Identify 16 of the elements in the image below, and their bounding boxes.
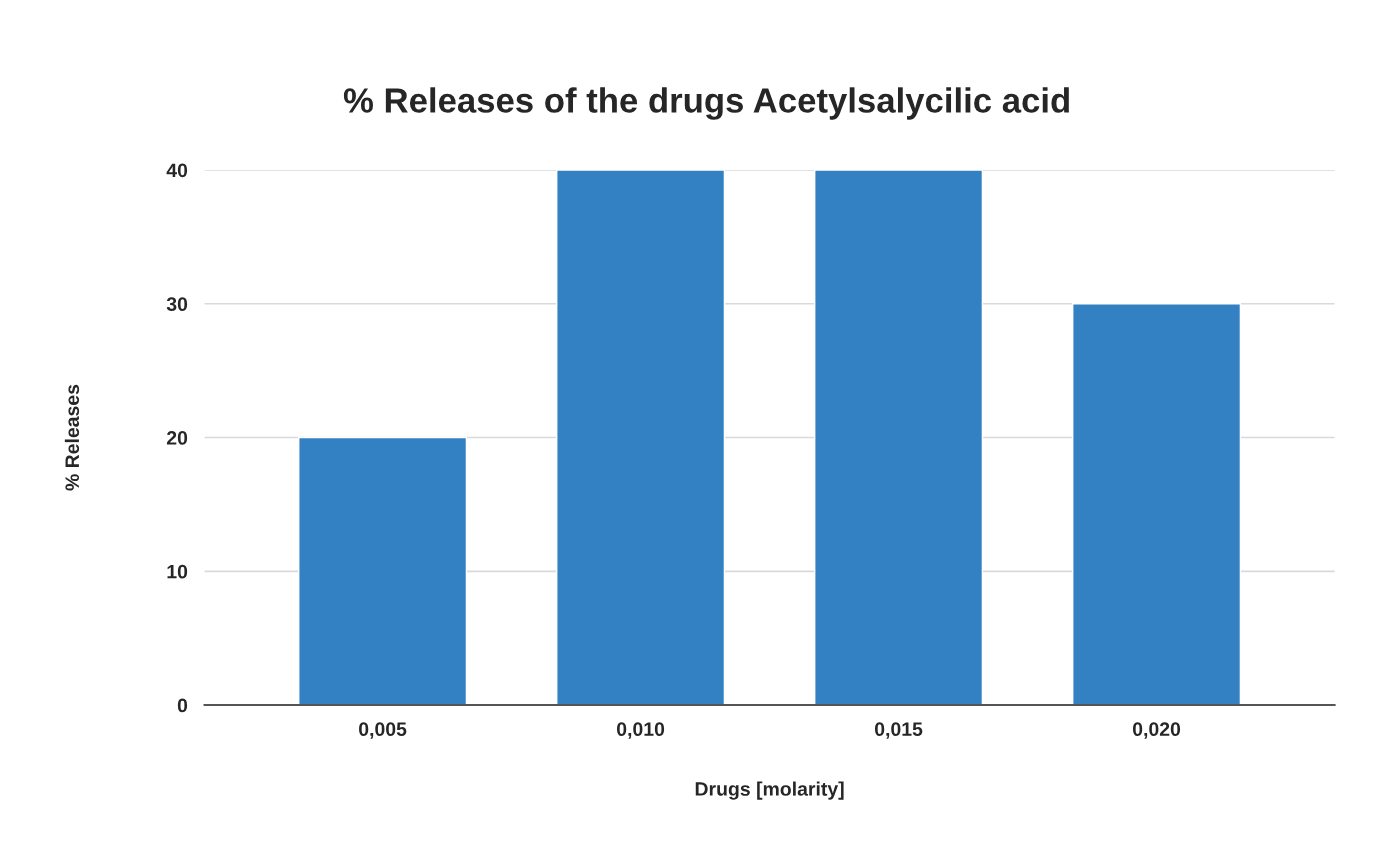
bar: [556, 170, 726, 706]
y-tick-label: 30: [166, 297, 188, 312]
y-tick-label: 10: [167, 564, 188, 579]
bar: [814, 170, 984, 706]
y-tick-label: 0: [177, 698, 188, 713]
x-tick-label: 0,020: [1132, 722, 1181, 739]
y-axis-title: % Releases: [64, 384, 80, 491]
x-tick-label: 0,010: [617, 722, 665, 739]
x-axis-title: Drugs [molarity]: [695, 781, 844, 800]
x-tick-label: 0,005: [359, 722, 407, 739]
bar: [1072, 303, 1242, 706]
y-tick-label: 20: [166, 431, 188, 445]
x-tick-label: 0,015: [875, 722, 923, 739]
chart-title: % Releases of the drugs Acetylsalycilic acid: [343, 87, 1069, 120]
y-tick-label: 40: [166, 163, 188, 178]
bar: [298, 436, 468, 706]
